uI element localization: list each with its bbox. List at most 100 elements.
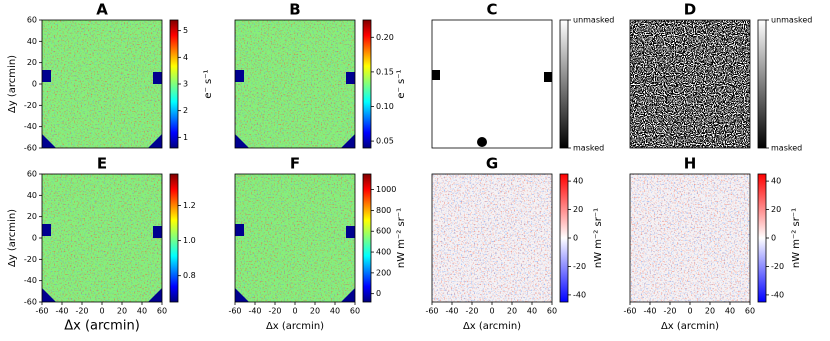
colorbar-tick-label: 800 [376, 206, 391, 215]
colorbar [169, 173, 179, 303]
x-tick-label: 40 [330, 307, 340, 316]
y-tick-label: -20 [24, 255, 37, 264]
x-tick-label: 20 [117, 307, 127, 316]
colorbar-tick-label: masked [771, 144, 802, 153]
x-tick-label: 20 [507, 307, 517, 316]
mask-region [42, 70, 51, 82]
panel-title: B [289, 1, 300, 19]
y-axis-label: Δy (arcmin) [7, 55, 18, 113]
colorbar-tick-label: 0 [771, 234, 776, 243]
x-tick-label: -40 [248, 307, 261, 316]
mask-region [346, 226, 355, 238]
colorbar-tick-label: 20 [771, 205, 781, 214]
colorbar-tick-label: unmasked [771, 16, 812, 25]
colorbar-tick-label: 0.05 [376, 137, 394, 146]
x-tick-label: 40 [527, 307, 537, 316]
y-tick-label: 0 [32, 80, 37, 89]
colorbar [559, 19, 569, 149]
image-texture [432, 174, 552, 302]
mask-region [346, 72, 355, 84]
image-background [432, 20, 552, 148]
y-tick-label: -40 [24, 276, 37, 285]
x-tick-label: -40 [643, 307, 656, 316]
mask-region [235, 134, 355, 148]
image-texture [630, 174, 750, 302]
x-tick-label: -20 [75, 307, 88, 316]
y-tick-label: 60 [27, 170, 37, 179]
plot-frame [431, 19, 553, 149]
x-tick-label: 0 [292, 307, 297, 316]
panel-title: E [97, 155, 107, 173]
colorbar-label: e⁻ s⁻¹ [396, 69, 407, 98]
colorbar-tick-label: -40 [771, 290, 784, 299]
mask-region [235, 288, 355, 302]
colorbar-label: e⁻ s⁻¹ [203, 69, 214, 98]
x-tick-label: -60 [228, 307, 241, 316]
colorbar-tick-label: 0 [573, 234, 578, 243]
colorbar-tick-label: 0.15 [376, 67, 394, 76]
colorbar-label: nW m⁻² sr⁻¹ [396, 208, 407, 268]
x-axis-label: Δx (arcmin) [661, 321, 719, 332]
mask-region [235, 224, 244, 236]
colorbar-tick-label: 5 [183, 26, 188, 35]
x-tick-label: 40 [137, 307, 147, 316]
panel: B 0.05 0.10 0.15 0.20 e⁻ s⁻¹ [234, 1, 407, 149]
x-tick-label: -60 [35, 307, 48, 316]
mask-region [42, 134, 162, 148]
panel: H -60 -40 -20 0 20 40 60 Δx (arcmin) -40 -20 0 20 40 n… [623, 155, 802, 333]
panel: G -60 -40 -20 0 20 40 60 Δx (arcmin) -40 -20 0 20 40 n… [425, 155, 604, 333]
colorbar-tick-label: 0.8 [183, 271, 196, 280]
x-tick-label: 60 [350, 307, 360, 316]
colorbar-tick-label: 3 [183, 80, 188, 89]
x-axis-label: Δx (arcmin) [463, 321, 521, 332]
x-tick-label: 60 [745, 307, 755, 316]
colorbar-tick-label: 40 [573, 177, 583, 186]
x-tick-label: -20 [663, 307, 676, 316]
x-tick-label: -60 [425, 307, 438, 316]
image-texture [235, 174, 355, 302]
colorbar-tick-label: 400 [376, 248, 391, 257]
colorbar-tick-label: 20 [573, 205, 583, 214]
mask-region [42, 224, 51, 236]
colorbar-tick-label: 1.0 [183, 236, 196, 245]
panel-title: G [486, 155, 498, 173]
panel: F -60 -40 -20 0 20 40 60 Δx (arcmin) 0 200 400 600 80… [228, 155, 407, 333]
y-tick-label: 40 [27, 191, 37, 200]
x-tick-label: -40 [55, 307, 68, 316]
image-texture [235, 20, 355, 148]
y-tick-label: 20 [27, 58, 37, 67]
x-tick-label: 0 [99, 307, 104, 316]
colorbar-tick-label: -40 [573, 290, 586, 299]
x-tick-label: 60 [547, 307, 557, 316]
y-tick-label: 0 [32, 234, 37, 243]
colorbar-tick-label: 4 [183, 53, 188, 62]
x-tick-label: -20 [465, 307, 478, 316]
colorbar-tick-label: unmasked [573, 16, 614, 25]
x-axis-label: Δx (arcmin) [64, 319, 140, 334]
colorbar-tick-label: 1 [183, 133, 188, 142]
panel-title: A [96, 1, 108, 19]
x-tick-label: 0 [687, 307, 692, 316]
plot-frame [234, 19, 356, 149]
panel-title: D [684, 1, 696, 19]
mask-region [153, 72, 162, 84]
y-tick-label: -40 [24, 122, 37, 131]
panel: A -60 -40 -20 0 20 40 60 Δy (arcmin) 1 2 3 4 5 e⁻ s⁻¹ [7, 1, 214, 153]
panel-title: H [684, 155, 697, 173]
y-tick-label: 60 [27, 16, 37, 25]
image-texture [630, 20, 750, 148]
colorbar-tick-label: 0.20 [376, 33, 394, 42]
colorbar-tick-label: -20 [573, 262, 586, 271]
x-tick-label: 60 [157, 307, 167, 316]
x-axis-label: Δx (arcmin) [266, 321, 324, 332]
colorbar-label: nW m⁻² sr⁻¹ [791, 208, 802, 268]
x-tick-label: 40 [725, 307, 735, 316]
plot-frame [629, 19, 751, 149]
colorbar-tick-label: masked [573, 144, 604, 153]
panel: E -60 -40 -20 0 20 40 60 -60 -40 -20 0 20 40 60 Δx (arc… [7, 155, 196, 334]
colorbar-tick-label: 200 [376, 268, 391, 277]
colorbar [757, 173, 767, 303]
x-tick-label: -60 [623, 307, 636, 316]
